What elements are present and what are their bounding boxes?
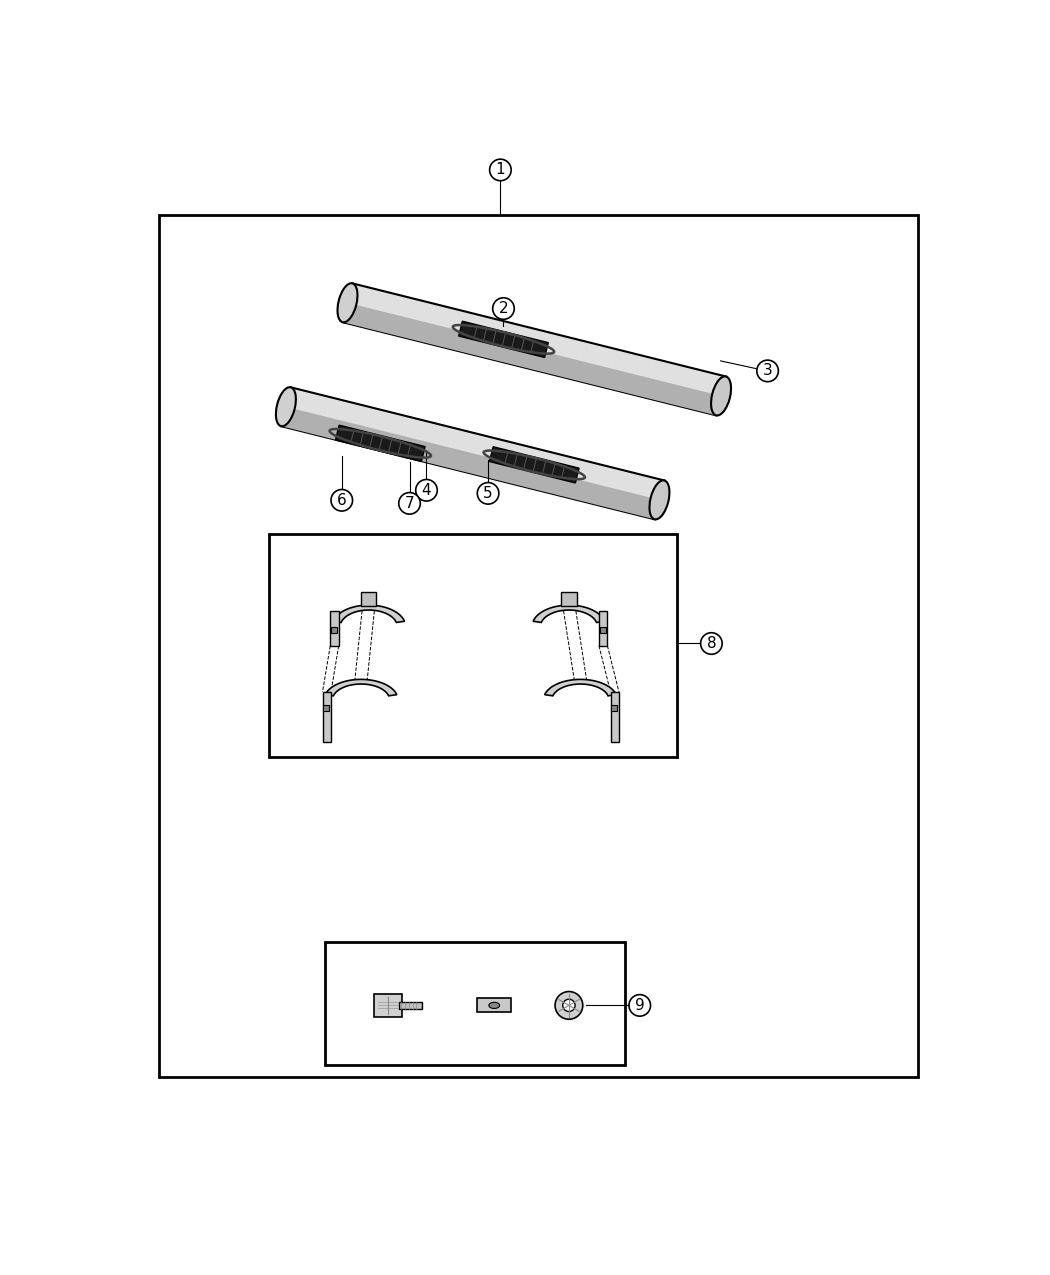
Bar <box>610 692 620 742</box>
Circle shape <box>700 632 722 654</box>
Text: 9: 9 <box>635 998 645 1012</box>
Polygon shape <box>326 680 397 696</box>
Circle shape <box>563 1000 575 1011</box>
Text: 6: 6 <box>337 492 346 507</box>
Circle shape <box>555 992 583 1019</box>
Polygon shape <box>335 425 425 462</box>
Text: 4: 4 <box>422 483 432 497</box>
Circle shape <box>416 479 437 501</box>
Circle shape <box>399 492 420 514</box>
Ellipse shape <box>650 481 670 519</box>
Text: 8: 8 <box>707 636 716 652</box>
Polygon shape <box>489 446 580 483</box>
Circle shape <box>489 159 511 181</box>
Bar <box>561 592 576 606</box>
Ellipse shape <box>711 376 731 416</box>
Bar <box>611 705 617 711</box>
Polygon shape <box>333 606 404 622</box>
Bar <box>600 626 606 632</box>
Polygon shape <box>342 283 726 416</box>
Bar <box>323 705 330 711</box>
Bar <box>478 998 511 1012</box>
Text: 5: 5 <box>483 486 492 501</box>
Bar <box>159 214 918 1077</box>
Bar <box>324 942 625 1066</box>
Polygon shape <box>545 680 616 696</box>
FancyBboxPatch shape <box>374 993 402 1017</box>
Polygon shape <box>342 302 721 416</box>
Bar <box>361 592 376 606</box>
Polygon shape <box>459 321 548 357</box>
Polygon shape <box>281 388 665 519</box>
Bar <box>598 611 607 646</box>
Text: 7: 7 <box>404 496 415 511</box>
Polygon shape <box>533 606 605 622</box>
Ellipse shape <box>276 388 296 426</box>
Circle shape <box>331 490 353 511</box>
Polygon shape <box>281 407 659 519</box>
Text: 3: 3 <box>762 363 773 379</box>
Bar <box>399 1002 422 1010</box>
Bar <box>269 534 677 757</box>
Circle shape <box>629 994 651 1016</box>
Circle shape <box>478 482 499 504</box>
Bar <box>331 626 337 632</box>
Bar <box>330 611 339 646</box>
Circle shape <box>492 298 514 319</box>
Bar <box>322 692 331 742</box>
Ellipse shape <box>337 283 357 323</box>
Text: 1: 1 <box>496 162 505 177</box>
Polygon shape <box>489 1002 500 1009</box>
Circle shape <box>757 360 778 381</box>
Text: 2: 2 <box>499 301 508 316</box>
